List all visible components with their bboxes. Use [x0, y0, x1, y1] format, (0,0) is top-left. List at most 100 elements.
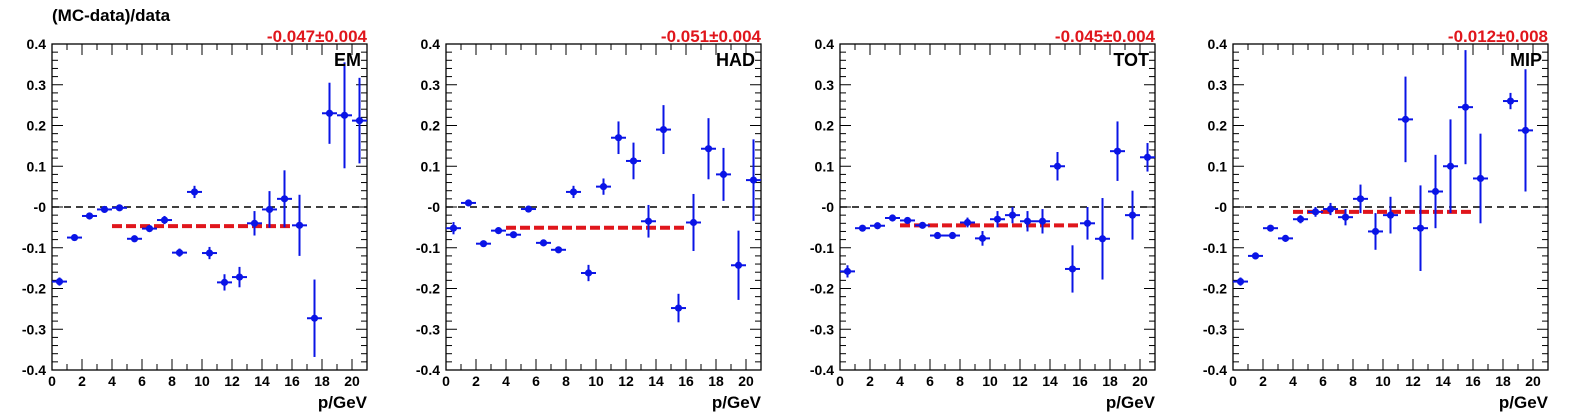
data-point	[521, 205, 536, 213]
marker	[584, 269, 593, 277]
x-axis-title: p/GeV	[712, 393, 762, 412]
x-tick-label: 0	[48, 373, 56, 389]
marker	[1236, 277, 1245, 286]
marker	[1356, 195, 1365, 203]
data-point	[461, 199, 476, 207]
x-tick-label: 12	[1405, 373, 1421, 389]
y-tick-label: -0.1	[810, 240, 834, 256]
x-tick-label: 18	[314, 373, 330, 389]
data-point	[1005, 207, 1020, 224]
marker	[963, 218, 972, 227]
data-point	[566, 185, 581, 199]
marker	[1386, 211, 1395, 219]
marker	[569, 188, 578, 196]
data-point	[960, 217, 975, 228]
data-point	[900, 216, 915, 225]
x-axis-title: p/GeV	[1106, 393, 1156, 412]
data-point	[52, 277, 67, 286]
marker	[1113, 147, 1122, 155]
data-point	[855, 224, 870, 232]
x-tick-label: 12	[1012, 373, 1028, 389]
data-point	[1050, 151, 1065, 181]
y-tick-label: -0.2	[810, 281, 834, 297]
data-point	[187, 185, 202, 199]
x-tick-label: 0	[442, 373, 450, 389]
x-tick-label: 2	[866, 373, 874, 389]
panel-label: TOT	[1113, 50, 1149, 70]
marker	[325, 109, 334, 117]
y-tick-label: 0.3	[421, 77, 441, 93]
marker	[479, 240, 488, 248]
y-tick-label: 0.1	[1208, 158, 1228, 174]
data-point	[731, 230, 746, 300]
data-point	[701, 118, 716, 180]
marker	[175, 249, 184, 257]
data-point	[1308, 207, 1323, 217]
marker	[918, 221, 927, 229]
data-point	[307, 279, 322, 357]
y-tick-label: -0	[428, 199, 441, 215]
x-tick-label: 8	[562, 373, 570, 389]
data-point	[1413, 185, 1428, 271]
marker	[614, 134, 623, 142]
marker	[933, 231, 942, 240]
data-point	[581, 264, 596, 282]
x-tick-label: 20	[1525, 373, 1541, 389]
data-point	[1263, 224, 1278, 232]
marker	[1311, 208, 1320, 216]
data-point	[1125, 190, 1140, 240]
data-point	[506, 231, 521, 239]
marker	[160, 216, 169, 224]
marker	[1128, 211, 1137, 219]
data-point	[1065, 245, 1080, 293]
data-point	[1095, 198, 1110, 280]
x-tick-label: 4	[1289, 373, 1297, 389]
x-tick-label: 14	[254, 373, 270, 389]
data-point	[67, 233, 82, 242]
data-point	[112, 204, 127, 212]
data-point	[172, 248, 187, 257]
y-tick-label: -0.3	[22, 321, 46, 337]
marker	[235, 273, 244, 281]
x-tick-label: 14	[1435, 373, 1451, 389]
y-tick-label: 0.3	[1208, 77, 1228, 93]
data-point	[1293, 215, 1308, 224]
marker	[689, 218, 698, 227]
x-tick-label: 0	[1229, 373, 1237, 389]
data-point	[1503, 92, 1518, 110]
marker	[903, 216, 912, 225]
y-tick-label: -0.4	[22, 362, 46, 378]
data-point	[262, 191, 277, 228]
x-axis-title: p/GeV	[318, 393, 368, 412]
x-tick-label: 12	[618, 373, 634, 389]
fit-result-label: -0.012±0.008	[1448, 27, 1548, 46]
marker	[749, 176, 758, 184]
data-point	[536, 239, 551, 247]
marker	[145, 224, 154, 233]
data-point	[716, 147, 731, 201]
data-point	[1518, 69, 1533, 192]
data-point	[1140, 143, 1155, 172]
x-tick-label: 20	[1132, 373, 1148, 389]
marker	[115, 204, 124, 212]
marker	[1251, 252, 1260, 260]
y-axis-title: (MC-data)/data	[52, 6, 171, 25]
x-tick-label: 6	[1319, 373, 1327, 389]
data-point	[870, 222, 885, 230]
data-point	[1020, 211, 1035, 232]
x-tick-label: 8	[168, 373, 176, 389]
marker	[704, 145, 713, 153]
y-tick-label: 0.4	[421, 36, 441, 52]
data-point	[1368, 213, 1383, 250]
y-tick-label: 0.2	[421, 118, 441, 134]
data-point	[1443, 119, 1458, 214]
y-tick-label: 0.3	[815, 77, 835, 93]
x-tick-label: 18	[708, 373, 724, 389]
y-tick-label: -0.3	[416, 321, 440, 337]
panel-label: EM	[334, 50, 361, 70]
x-tick-label: 20	[344, 373, 360, 389]
marker	[993, 215, 1002, 223]
x-tick-label: 6	[926, 373, 934, 389]
x-tick-label: 0	[836, 373, 844, 389]
marker	[355, 117, 364, 125]
